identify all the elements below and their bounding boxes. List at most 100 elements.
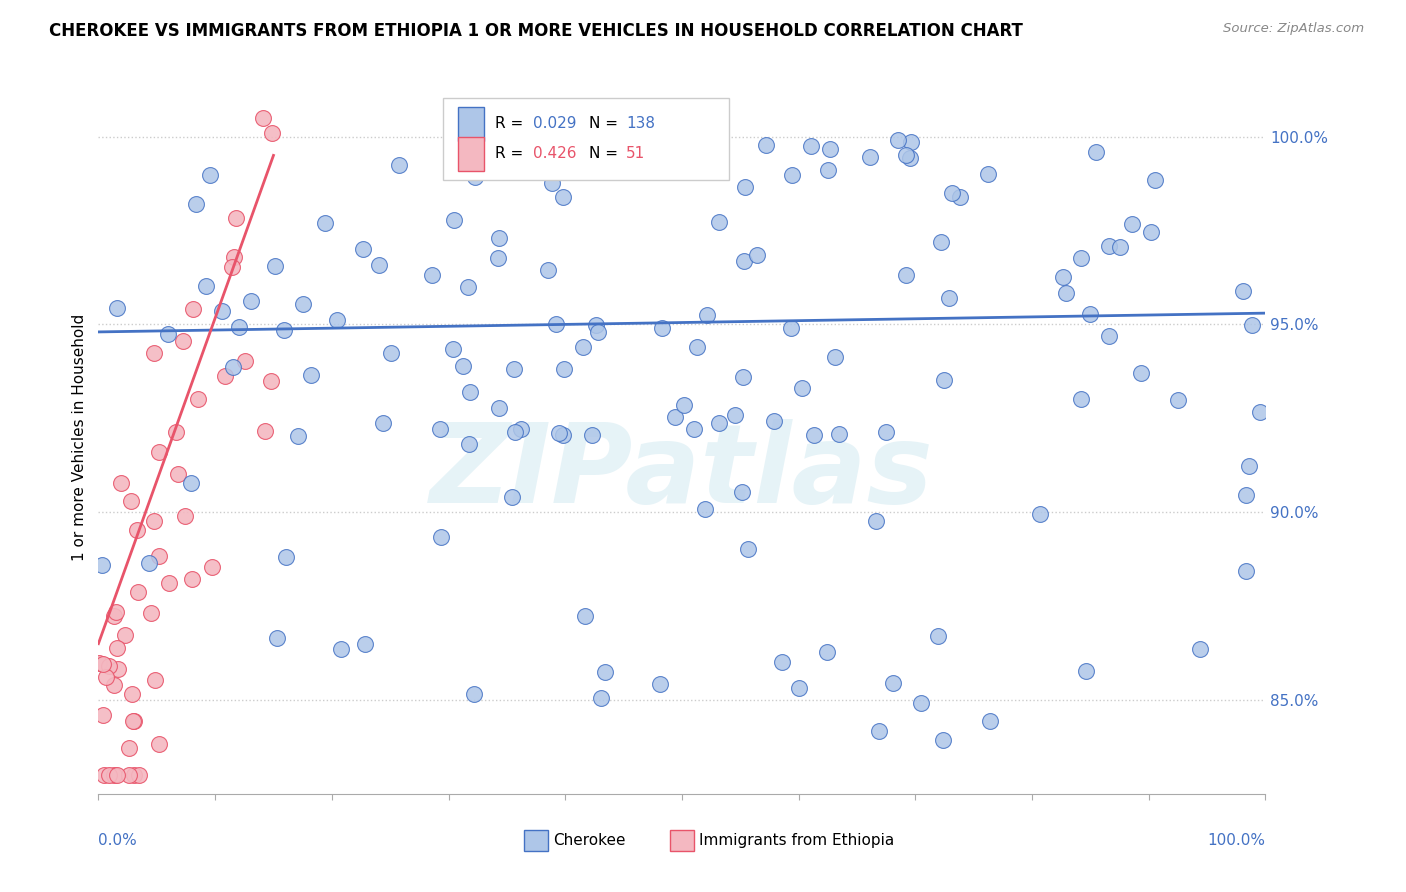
Point <box>894 147 917 161</box>
Point <box>686 341 709 355</box>
Point <box>222 360 245 375</box>
Point <box>266 632 288 646</box>
Point <box>547 425 569 440</box>
Point <box>326 313 349 327</box>
Point <box>105 768 128 782</box>
Point <box>105 640 128 655</box>
Point <box>824 350 846 364</box>
Point <box>1140 226 1163 240</box>
Point <box>201 560 224 574</box>
Point <box>103 609 125 624</box>
Text: Source: ZipAtlas.com: Source: ZipAtlas.com <box>1223 22 1364 36</box>
Point <box>931 733 953 747</box>
Point <box>443 213 465 227</box>
Point <box>723 408 745 422</box>
Point <box>174 509 197 524</box>
Point <box>1098 239 1121 253</box>
Point <box>259 374 281 388</box>
Point <box>931 235 953 249</box>
Point <box>118 741 141 756</box>
Point <box>142 514 165 528</box>
Point <box>932 373 955 387</box>
Point <box>593 665 616 680</box>
Y-axis label: 1 or more Vehicles in Household: 1 or more Vehicles in Household <box>72 313 87 561</box>
Point <box>292 297 315 311</box>
Point <box>143 345 166 359</box>
Point <box>420 268 443 282</box>
Point <box>731 484 754 499</box>
Point <box>463 687 485 701</box>
Point <box>927 629 949 643</box>
Point <box>949 190 972 204</box>
Point <box>683 422 706 436</box>
Point <box>1109 240 1132 254</box>
Point <box>105 605 128 619</box>
Point <box>882 676 904 690</box>
Point <box>252 111 274 125</box>
Point <box>105 301 128 315</box>
Point <box>501 490 523 504</box>
Point <box>1234 488 1257 502</box>
Point <box>875 425 897 440</box>
Point <box>181 572 204 586</box>
Point <box>591 690 613 705</box>
Point <box>460 385 482 400</box>
Point <box>118 768 141 782</box>
Point <box>222 250 245 264</box>
Point <box>869 724 891 739</box>
Point <box>121 687 143 701</box>
Point <box>429 422 451 436</box>
Text: R =: R = <box>495 116 529 131</box>
Point <box>938 291 960 305</box>
Point <box>599 141 621 155</box>
Point <box>98 768 121 782</box>
Bar <box>458 136 484 171</box>
Point <box>96 669 118 683</box>
Point <box>1167 392 1189 407</box>
Point <box>148 549 170 563</box>
Point <box>707 416 730 430</box>
Point <box>184 196 207 211</box>
Point <box>780 168 803 182</box>
Point <box>276 549 298 564</box>
Point <box>745 247 768 261</box>
Point <box>482 152 505 166</box>
Point <box>488 401 510 415</box>
Point <box>1240 318 1263 333</box>
Point <box>488 231 510 245</box>
Point <box>103 768 125 782</box>
Point <box>651 321 673 335</box>
Point <box>254 424 277 438</box>
Point <box>157 327 180 342</box>
Point <box>941 186 963 200</box>
Text: N =: N = <box>589 116 623 131</box>
Point <box>91 657 114 672</box>
Point <box>107 662 129 676</box>
Point <box>536 263 558 277</box>
Point <box>353 637 375 651</box>
Point <box>228 320 250 334</box>
Point <box>1234 564 1257 578</box>
Point <box>1249 404 1271 418</box>
Point <box>114 628 136 642</box>
Point <box>214 368 236 383</box>
Point <box>221 260 243 274</box>
Point <box>894 268 917 282</box>
Point <box>181 301 204 316</box>
Point <box>121 714 143 728</box>
Point <box>583 132 606 146</box>
Point <box>211 304 233 318</box>
Point <box>886 133 908 147</box>
Text: 0.0%: 0.0% <box>98 833 138 848</box>
Point <box>544 318 567 332</box>
Text: 51: 51 <box>626 146 645 161</box>
Point <box>91 707 114 722</box>
Text: R =: R = <box>495 146 529 161</box>
Point <box>695 153 717 168</box>
Point <box>588 325 610 339</box>
Point <box>648 677 671 691</box>
Point <box>898 151 921 165</box>
Point <box>1070 251 1092 265</box>
Point <box>1076 664 1098 678</box>
Point <box>441 342 464 356</box>
